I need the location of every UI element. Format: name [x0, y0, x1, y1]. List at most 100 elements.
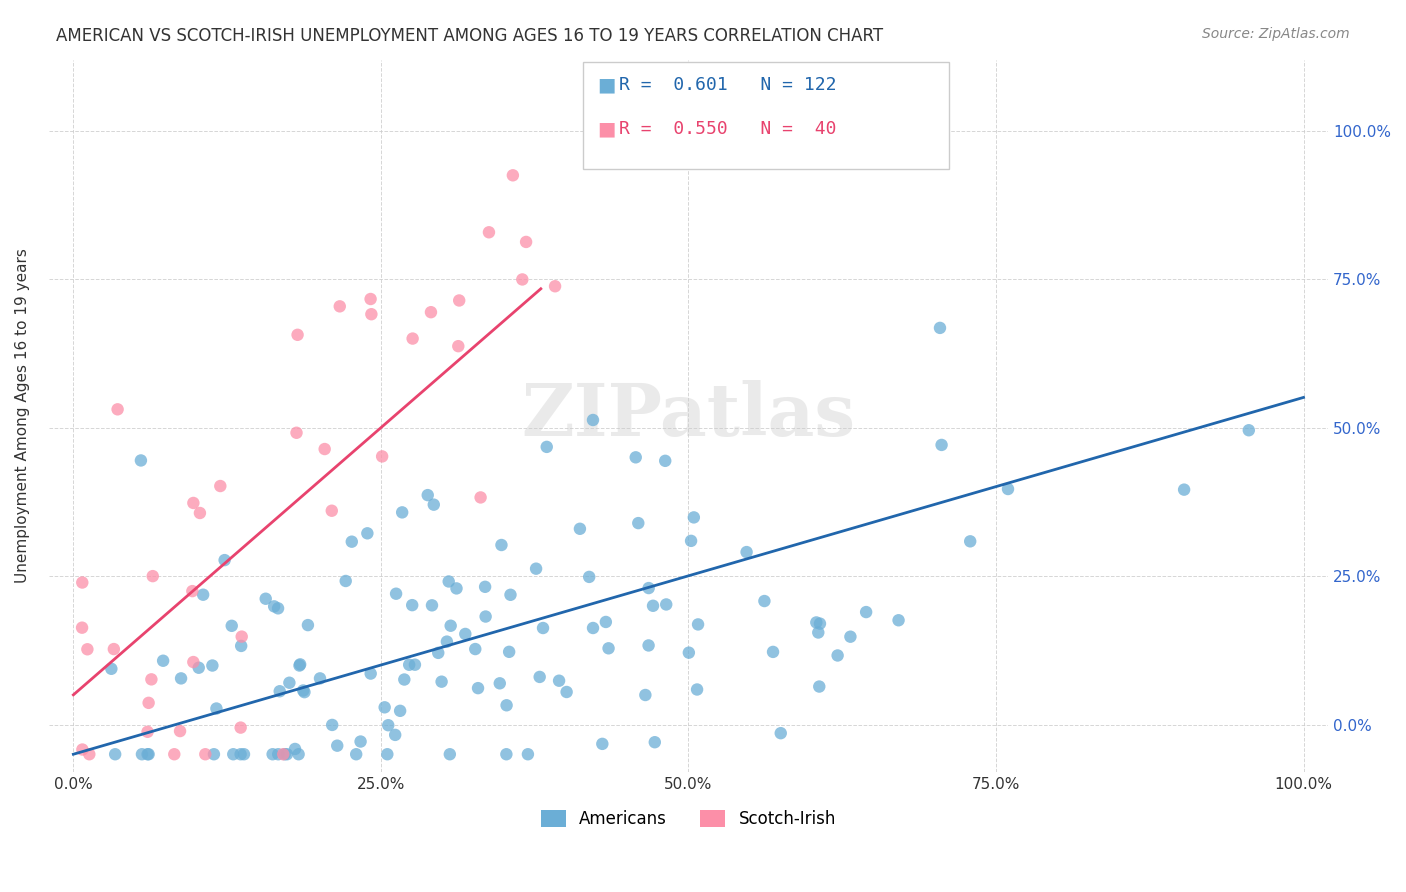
Americans	[555, 685, 578, 699]
Americans	[276, 747, 298, 762]
Americans	[686, 617, 709, 632]
Americans	[262, 747, 284, 762]
Americans	[191, 588, 214, 602]
Text: AMERICAN VS SCOTCH-IRISH UNEMPLOYMENT AMONG AGES 16 TO 19 YEARS CORRELATION CHAR: AMERICAN VS SCOTCH-IRISH UNEMPLOYMENT AM…	[56, 27, 883, 45]
Americans	[440, 619, 463, 633]
Americans	[427, 646, 450, 660]
Americans	[267, 747, 290, 762]
Scotch-Irish	[209, 479, 232, 493]
Americans	[887, 613, 910, 627]
Scotch-Irish	[360, 292, 382, 306]
Scotch-Irish	[470, 491, 492, 505]
Americans	[637, 581, 659, 595]
Americans	[681, 533, 703, 548]
Scotch-Irish	[72, 742, 94, 756]
Scotch-Irish	[287, 327, 309, 342]
Americans	[360, 666, 382, 681]
Americans	[678, 646, 700, 660]
Scotch-Irish	[271, 747, 294, 762]
Scotch-Irish	[420, 305, 443, 319]
Americans	[233, 747, 256, 762]
Scotch-Irish	[183, 496, 205, 510]
Americans	[931, 438, 953, 452]
Americans	[401, 598, 423, 612]
Americans	[524, 562, 547, 576]
Americans	[229, 747, 252, 762]
Americans	[389, 704, 412, 718]
Americans	[202, 747, 225, 762]
Scotch-Irish	[72, 575, 94, 590]
Americans	[267, 601, 290, 615]
Text: ZIPatlas: ZIPatlas	[522, 380, 855, 451]
Americans	[536, 440, 558, 454]
Americans	[398, 657, 420, 672]
Scotch-Irish	[107, 402, 129, 417]
Americans	[827, 648, 849, 663]
Americans	[634, 688, 657, 702]
Americans	[374, 700, 396, 714]
Americans	[340, 534, 363, 549]
Scotch-Irish	[447, 339, 470, 353]
Scotch-Irish	[371, 450, 394, 464]
Americans	[377, 718, 399, 732]
Americans	[686, 682, 709, 697]
Americans	[446, 582, 468, 596]
Americans	[582, 621, 605, 635]
Americans	[273, 747, 295, 762]
Americans	[568, 522, 591, 536]
Scotch-Irish	[194, 747, 217, 762]
Americans	[321, 718, 343, 732]
Americans	[495, 698, 517, 713]
Americans	[152, 654, 174, 668]
Scotch-Irish	[136, 724, 159, 739]
Americans	[491, 538, 513, 552]
Americans	[423, 498, 446, 512]
Scotch-Irish	[163, 747, 186, 762]
Americans	[682, 510, 704, 524]
Americans	[1237, 423, 1260, 437]
Scotch-Irish	[181, 584, 204, 599]
Scotch-Irish	[321, 504, 343, 518]
Scotch-Irish	[169, 724, 191, 739]
Americans	[254, 591, 277, 606]
Americans	[591, 737, 613, 751]
Americans	[454, 627, 477, 641]
Americans	[136, 747, 159, 762]
Americans	[284, 742, 307, 756]
Americans	[100, 662, 122, 676]
Americans	[769, 726, 792, 740]
Americans	[309, 672, 332, 686]
Americans	[624, 450, 647, 465]
Americans	[420, 599, 443, 613]
Americans	[641, 599, 664, 613]
Americans	[326, 739, 349, 753]
Americans	[754, 594, 776, 608]
Americans	[214, 553, 236, 567]
Americans	[498, 645, 520, 659]
Text: ■: ■	[598, 120, 616, 139]
Text: R =  0.601   N = 122: R = 0.601 N = 122	[619, 76, 837, 94]
Americans	[516, 747, 538, 762]
Americans	[627, 516, 650, 530]
Americans	[735, 545, 758, 559]
Americans	[349, 734, 371, 748]
Scotch-Irish	[544, 279, 567, 293]
Americans	[335, 574, 357, 588]
Americans	[959, 534, 981, 549]
Text: R =  0.550   N =  40: R = 0.550 N = 40	[619, 120, 837, 138]
Americans	[129, 453, 152, 467]
Americans	[294, 685, 316, 699]
Americans	[595, 615, 617, 629]
Americans	[170, 672, 193, 686]
Americans	[762, 645, 785, 659]
Americans	[201, 658, 224, 673]
Text: ■: ■	[598, 75, 616, 95]
Americans	[464, 642, 486, 657]
Americans	[436, 634, 458, 648]
Americans	[1173, 483, 1195, 497]
Scotch-Irish	[329, 299, 352, 313]
Americans	[654, 454, 676, 468]
Scotch-Irish	[79, 747, 101, 762]
Americans	[529, 670, 551, 684]
Americans	[263, 599, 285, 614]
